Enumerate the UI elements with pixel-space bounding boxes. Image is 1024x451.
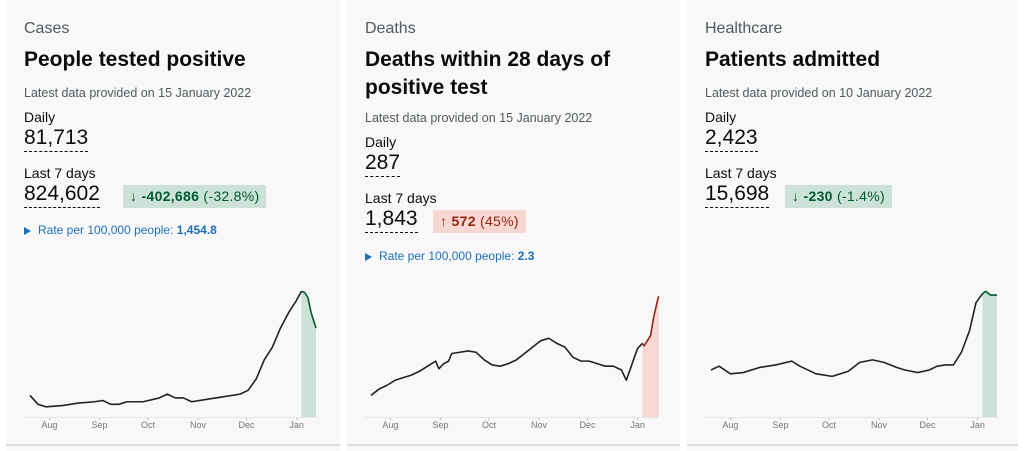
x-tick-label: Sep [432,420,448,430]
healthcare-card: Healthcare Patients admitted Latest data… [687,0,1018,451]
change-badge: ↓ -230 (-1.4%) [785,185,892,208]
last-7-days-label: Last 7 days [365,190,437,206]
x-tick-label: Aug [382,420,398,430]
daily-label: Daily [705,109,737,125]
last-7-days-value[interactable]: 1,843 [365,207,418,233]
x-tick-label: Oct [482,420,497,430]
card-divider [347,444,680,446]
last-7-days-label: Last 7 days [705,165,777,181]
expand-triangle-icon [365,253,372,261]
rate-value: 2.3 [517,249,535,263]
x-tick-label: Dec [239,420,256,430]
card-category: Cases [24,20,70,37]
arrow-down-icon: ↓ [130,188,138,204]
last-7-days-highlight-area [982,291,997,417]
card-divider [6,444,340,446]
arrow-up-icon: ↑ [440,213,448,229]
last-7-days-highlight-area [301,291,316,417]
last-7-days-value[interactable]: 824,602 [24,182,100,208]
admissions-chart: Aug Sep Oct Nov Dec Jan [705,290,999,430]
daily-value[interactable]: 287 [365,151,401,177]
daily-value[interactable]: 81,713 [24,126,89,152]
series-line-highlight [981,290,997,296]
series-line [710,293,984,378]
x-tick-label: Sep [91,420,107,430]
x-tick-label: Jan [970,420,985,430]
daily-label: Daily [365,134,397,150]
series-line [370,337,644,397]
last-7-days-label: Last 7 days [24,165,96,181]
change-badge: ↑ 572 (45%) [433,210,526,233]
x-tick-label: Sep [772,420,788,430]
card-divider [687,444,1018,446]
rate-toggle[interactable]: Rate per 100,000 people: 1,454.8 [24,223,217,237]
rate-toggle[interactable]: Rate per 100,000 people: 2.3 [365,249,534,263]
x-tick-label: Oct [822,420,837,430]
x-tick-label: Jan [630,420,645,430]
latest-data-text: Latest data provided on 15 January 2022 [24,86,252,100]
x-tick-label: Nov [871,420,888,430]
x-tick-label: Aug [722,420,738,430]
daily-label: Daily [24,109,56,125]
card-category: Deaths [365,20,416,37]
x-tick-label: Nov [531,420,548,430]
last-7-days-highlight-area [642,296,659,417]
series-line-highlight [641,296,660,347]
rate-label: Rate per 100,000 people: [38,223,174,237]
card-title[interactable]: Patients admitted [705,48,881,71]
x-tick-label: Dec [580,420,597,430]
card-title[interactable]: People tested positive [24,48,246,71]
cases-card: Cases People tested positive Latest data… [6,0,340,451]
x-tick-label: Jan [289,420,304,430]
deaths-chart: Aug Sep Oct Nov Dec Jan [365,296,660,430]
change-percent: (-32.8%) [203,188,260,204]
deaths-card: Deaths Deaths within 28 days of positive… [347,0,680,451]
x-tick-label: Dec [920,420,937,430]
series-line-highlight [301,290,317,329]
change-value: -230 [803,188,833,204]
change-value: 572 [451,213,476,229]
arrow-down-icon: ↓ [792,188,800,204]
cases-chart: Aug Sep Oct Nov Dec Jan [24,290,318,430]
rate-value: 1,454.8 [176,223,217,237]
last-7-days-value[interactable]: 15,698 [705,182,770,208]
card-title[interactable]: Deaths within 28 days of positive test [365,48,611,99]
latest-data-text: Latest data provided on 15 January 2022 [365,111,593,125]
card-category: Healthcare [705,20,783,37]
latest-data-text: Latest data provided on 10 January 2022 [705,86,933,100]
change-percent: (45%) [479,213,519,229]
change-percent: (-1.4%) [836,188,885,204]
change-badge: ↓ -402,686 (-32.8%) [123,185,267,208]
x-tick-label: Nov [190,420,207,430]
series-line [29,290,303,408]
x-tick-label: Oct [141,420,156,430]
rate-label: Rate per 100,000 people: [379,249,515,263]
change-value: -402,686 [141,188,200,204]
expand-triangle-icon [24,227,31,235]
daily-value[interactable]: 2,423 [705,126,758,152]
x-tick-label: Aug [41,420,57,430]
